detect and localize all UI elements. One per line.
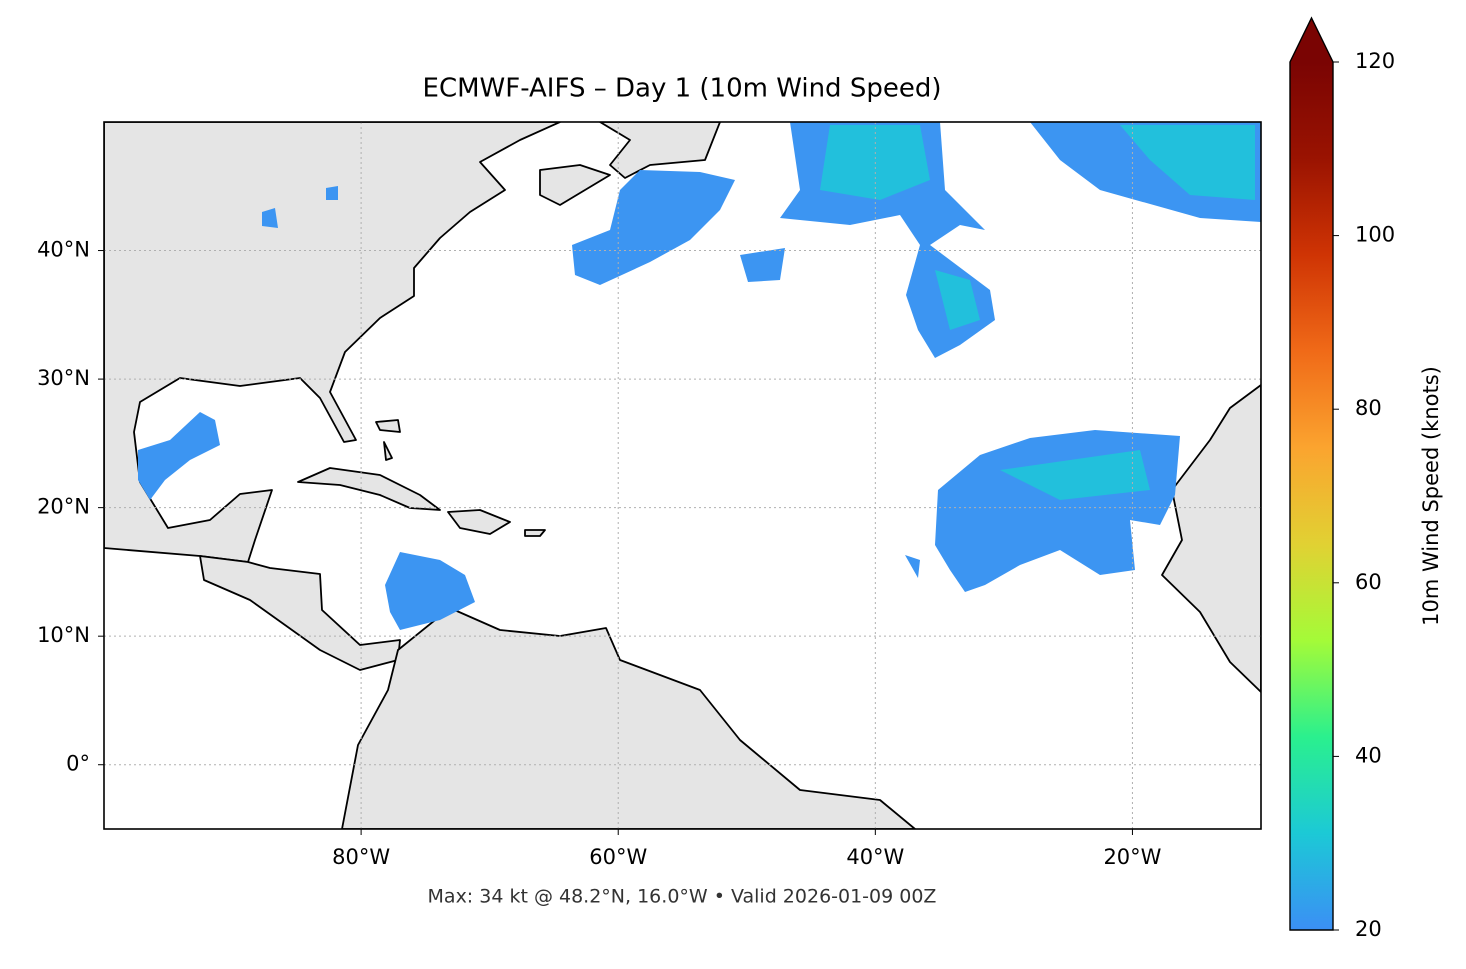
map — [104, 122, 1261, 829]
colorbar-tick-label: 40 — [1355, 743, 1382, 767]
colorbar-extend — [1290, 18, 1333, 62]
colorbar-tick-label: 20 — [1355, 917, 1382, 941]
colorbar-outline — [1289, 16, 1334, 931]
colorbar: 20 40 60 80 100 120 — [1289, 16, 1395, 941]
x-tick-label: 60°W — [589, 845, 647, 869]
central-america — [199, 555, 401, 671]
colorbar-tick-label: 60 — [1355, 570, 1382, 594]
south-america — [341, 607, 916, 829]
footer-note: Max: 34 kt @ 48.2°N, 16.0°W • Valid 2026… — [428, 886, 937, 908]
ticks: 80°W 60°W 40°W 20°W 0° 10°N 20°N 30°N 40°N — [37, 238, 1162, 869]
x-tick-label: 80°W — [332, 845, 390, 869]
x-tick-label: 40°W — [846, 845, 904, 869]
axes-frame — [103, 121, 1262, 830]
x-tick-label: 20°W — [1103, 845, 1161, 869]
colorbar-tick-label: 100 — [1355, 223, 1395, 247]
chart-title: ECMWF-AIFS – Day 1 (10m Wind Speed) — [423, 74, 942, 104]
cuba — [297, 467, 441, 511]
africa — [1161, 384, 1261, 693]
bahamas — [375, 419, 401, 461]
y-tick-label: 0° — [66, 752, 90, 776]
colorbar-tick-label: 80 — [1355, 396, 1382, 420]
colorbar-label: 10m Wind Speed (knots) — [1419, 366, 1443, 626]
y-tick-label: 40°N — [37, 238, 90, 262]
north-america — [104, 122, 561, 563]
colorbar-tick-label: 120 — [1355, 49, 1395, 73]
wind-field-strong — [820, 125, 1255, 500]
hispaniola — [447, 509, 546, 537]
y-tick-label: 10°N — [37, 623, 90, 647]
wind-field — [138, 122, 1261, 630]
colorbar-fill — [1290, 62, 1333, 930]
y-tick-label: 30°N — [37, 366, 90, 390]
canada-east — [539, 122, 721, 206]
y-tick-label: 20°N — [37, 495, 90, 519]
